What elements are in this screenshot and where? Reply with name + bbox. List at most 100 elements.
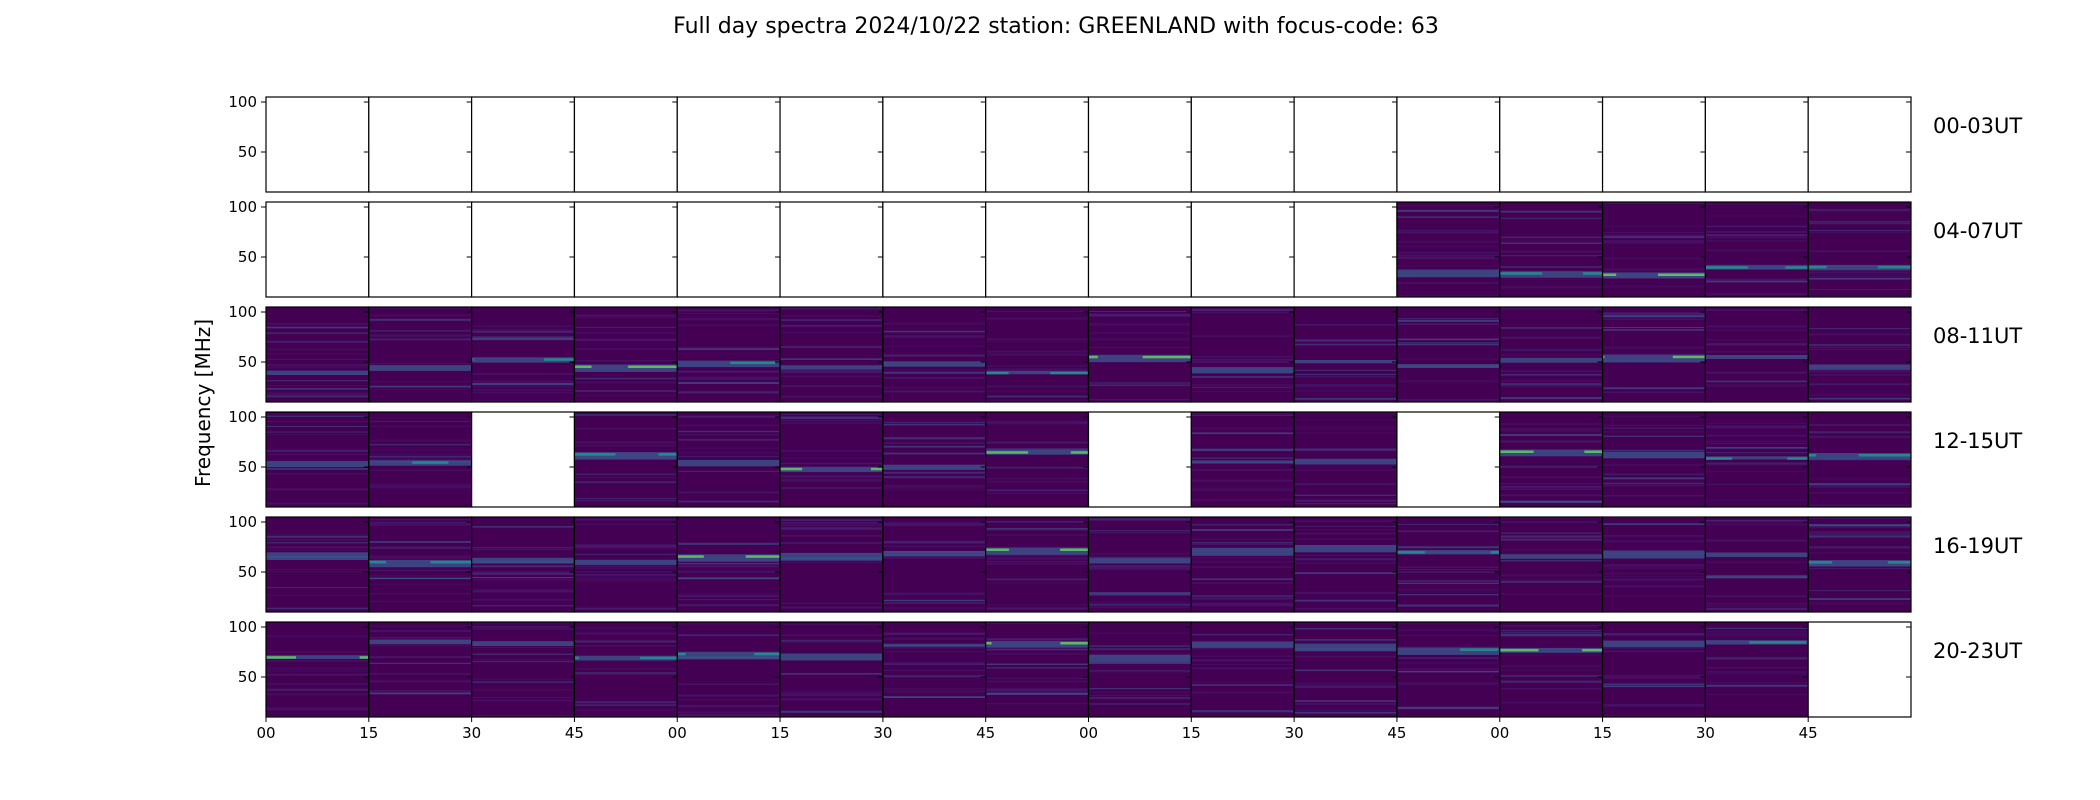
empty-panel (471, 411, 576, 508)
empty-panel (676, 201, 781, 298)
empty-panel (1807, 621, 1912, 718)
empty-panel (1087, 411, 1192, 508)
empty-panel (882, 201, 987, 298)
spectrum-panel (1807, 516, 1912, 613)
spectrum-panel (1704, 306, 1809, 403)
spectrum-panel (779, 306, 884, 403)
spectrum-panel (1293, 306, 1398, 403)
row-label: 08-11UT (1933, 324, 2022, 348)
y-tick-label: 50 (238, 668, 257, 686)
spectrum-panel (368, 621, 473, 718)
spectrum-panel (1704, 621, 1809, 718)
empty-panel (1087, 96, 1192, 193)
spectrum-panel (1293, 411, 1398, 508)
empty-panel (1396, 96, 1501, 193)
x-tick-label: 15 (359, 724, 378, 742)
spectrum-panel (1601, 411, 1706, 508)
spectrum-panel (265, 516, 370, 613)
spectrum-panel (1704, 411, 1809, 508)
empty-panel (985, 201, 1090, 298)
spectrum-panel (1087, 516, 1192, 613)
figure-title: Full day spectra 2024/10/22 station: GRE… (673, 14, 1439, 39)
y-tick-label: 100 (228, 513, 257, 531)
x-tick-label: 45 (565, 724, 584, 742)
spectrum-panel (1601, 201, 1706, 298)
x-tick-label: 00 (1079, 724, 1098, 742)
x-tick-label: 00 (1490, 724, 1509, 742)
y-tick-label: 100 (228, 198, 257, 216)
spectrum-panel (985, 411, 1090, 508)
empty-panel (676, 96, 781, 193)
spectrum-panel (882, 516, 987, 613)
empty-panel (573, 201, 678, 298)
x-tick-label: 00 (668, 724, 687, 742)
spectrum-panel (265, 621, 370, 718)
empty-panel (1190, 96, 1295, 193)
y-tick-label: 50 (238, 353, 257, 371)
y-tick-label: 100 (228, 303, 257, 321)
spectrum-panel (368, 306, 473, 403)
empty-panel (985, 96, 1090, 193)
empty-panel (1190, 201, 1295, 298)
spectrum-panel (882, 306, 987, 403)
spectrum-panel (676, 306, 781, 403)
spectrum-panel (1807, 201, 1912, 298)
row-label: 12-15UT (1933, 429, 2022, 453)
spectrum-panel (676, 621, 781, 718)
spectrum-panel (1396, 306, 1501, 403)
y-tick-label: 50 (238, 458, 257, 476)
spectrum-panel (1396, 621, 1501, 718)
spectrum-panel (1807, 306, 1912, 403)
spectrum-panel (882, 411, 987, 508)
spectrum-panel (676, 411, 781, 508)
x-tick-label: 00 (256, 724, 275, 742)
empty-panel (1087, 201, 1192, 298)
x-tick-label: 30 (873, 724, 892, 742)
spectra-row: 100 50 00-03UT (228, 93, 2022, 193)
spectra-grid: 100 50 00-03UT 100 50 04-07UT 100 50 08-11UT 100 5… (228, 93, 2022, 742)
spectra-row: 100 50 16-19UT (228, 513, 2022, 613)
spectrum-panel (1087, 621, 1192, 718)
x-tick-label: 30 (1285, 724, 1304, 742)
spectrum-panel (985, 516, 1090, 613)
spectrum-panel (573, 621, 678, 718)
empty-panel (1293, 201, 1398, 298)
empty-panel (1601, 96, 1706, 193)
spectrum-panel (1499, 306, 1604, 403)
y-tick-label: 50 (238, 563, 257, 581)
empty-panel (573, 96, 678, 193)
empty-panel (779, 201, 884, 298)
spectrum-panel (1190, 621, 1295, 718)
spectrum-panel (573, 306, 678, 403)
spectrum-panel (1601, 516, 1706, 613)
spectra-row: 100 50 12-15UT (228, 408, 2022, 508)
spectrum-panel (882, 621, 987, 718)
spectra-row: 100 50 20-23UT (228, 618, 2022, 718)
empty-panel (265, 96, 370, 193)
spectrum-panel (368, 516, 473, 613)
spectrum-panel (1190, 516, 1295, 613)
row-label: 04-07UT (1933, 219, 2022, 243)
spectrum-panel (1704, 201, 1809, 298)
x-tick-label: 30 (462, 724, 481, 742)
empty-panel (779, 96, 884, 193)
spectrum-panel (1807, 411, 1912, 508)
x-tick-label: 45 (1799, 724, 1818, 742)
spectrum-panel (1499, 516, 1604, 613)
row-label: 16-19UT (1933, 534, 2022, 558)
spectrum-panel (573, 411, 678, 508)
empty-panel (368, 96, 473, 193)
spectrum-panel (1704, 516, 1809, 613)
spectrum-panel (1396, 201, 1501, 298)
spectrum-panel (1190, 411, 1295, 508)
y-tick-label: 50 (238, 143, 257, 161)
spectrum-panel (1601, 306, 1706, 403)
spectrum-panel (985, 621, 1090, 718)
empty-panel (882, 96, 987, 193)
y-tick-label: 100 (228, 618, 257, 636)
spectrum-panel (779, 621, 884, 718)
spectrum-panel (1190, 306, 1295, 403)
spectrum-panel (368, 411, 473, 508)
row-label: 20-23UT (1933, 639, 2022, 663)
spectrum-panel (1087, 306, 1192, 403)
